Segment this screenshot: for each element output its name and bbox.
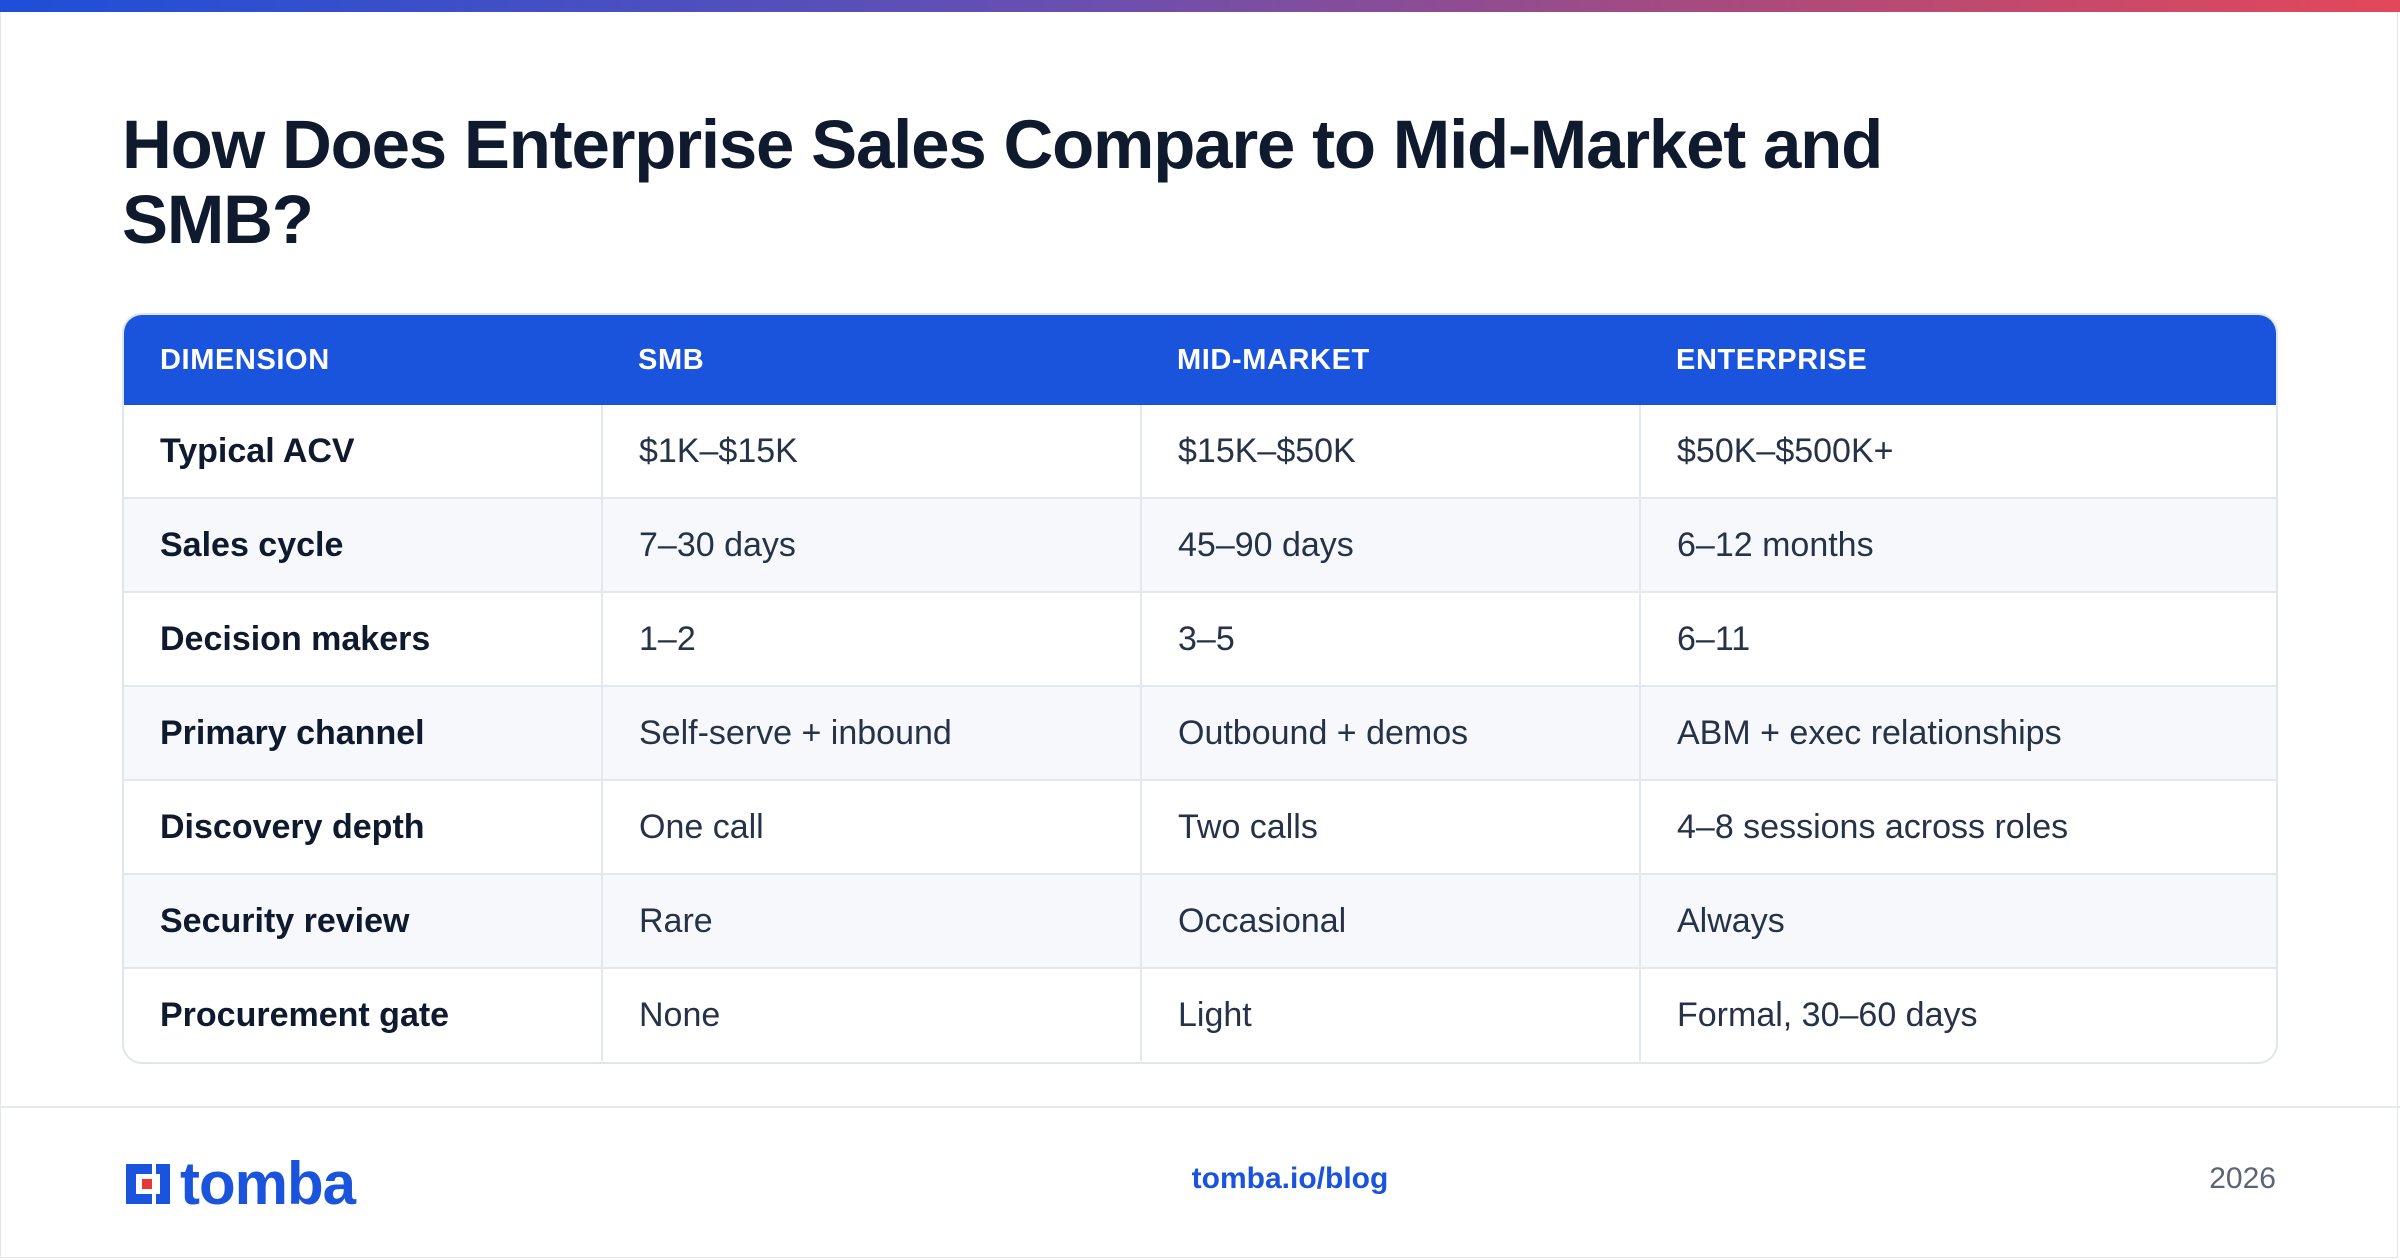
row-label: Primary channel [124,685,602,780]
table-row: Primary channel Self-serve + inbound Out… [124,685,2276,780]
tomba-logo[interactable]: tomba [122,1150,356,1217]
row-label: Procurement gate [124,967,602,1061]
footer-divider [0,1106,2400,1108]
page-title: How Does Enterprise Sales Compare to Mid… [122,106,1883,258]
table-header-row: DIMENSION SMB MID-MARKET ENTERPRISE [124,315,2276,405]
smb-cell: Self-serve + inbound [601,685,1141,780]
logo-wordmark: tomba [180,1150,356,1217]
enterprise-cell: 6–11 [1639,591,2276,686]
table-row: Discovery depth One call Two calls 4–8 s… [124,779,2276,874]
table-row: Typical ACV $1K–$15K $15K–$50K $50K–$500… [124,405,2276,498]
smb-cell: 7–30 days [601,497,1141,592]
enterprise-cell: $50K–$500K+ [1639,405,2276,498]
header-mid-market: MID-MARKET [1141,315,1640,405]
mid-market-cell: 45–90 days [1140,497,1640,592]
mid-market-cell: Two calls [1140,779,1640,874]
blog-link[interactable]: tomba.io/blog [1191,1162,1389,1195]
smb-cell: Rare [601,873,1141,968]
mid-market-cell: Light [1140,967,1640,1061]
mid-market-cell: Occasional [1140,873,1640,968]
row-label: Discovery depth [124,779,602,874]
enterprise-cell: Always [1639,873,2276,968]
smb-cell: $1K–$15K [601,405,1141,498]
header-enterprise: ENTERPRISE [1640,315,2276,405]
header-smb: SMB [602,315,1141,405]
header-dimension: DIMENSION [124,315,602,405]
row-label: Sales cycle [124,497,602,592]
comparison-table: DIMENSION SMB MID-MARKET ENTERPRISE Typi… [122,313,2278,1064]
enterprise-cell: ABM + exec relationships [1639,685,2276,780]
enterprise-cell: Formal, 30–60 days [1639,967,2276,1061]
table-row: Procurement gate None Light Formal, 30–6… [124,967,2276,1061]
footer-year: 2026 [2209,1162,2276,1195]
table-row: Security review Rare Occasional Always [124,873,2276,968]
table-row: Decision makers 1–2 3–5 6–11 [124,591,2276,686]
mid-market-cell: 3–5 [1140,591,1640,686]
enterprise-cell: 4–8 sessions across roles [1639,779,2276,874]
row-label: Security review [124,873,602,968]
smb-cell: None [601,967,1141,1061]
table-row: Sales cycle 7–30 days 45–90 days 6–12 mo… [124,497,2276,592]
mid-market-cell: $15K–$50K [1140,405,1640,498]
mid-market-cell: Outbound + demos [1140,685,1640,780]
smb-cell: One call [601,779,1141,874]
row-label: Typical ACV [160,431,355,470]
tomba-logo-icon [126,1164,170,1204]
smb-cell: 1–2 [601,591,1141,686]
enterprise-cell: 6–12 months [1639,497,2276,592]
gradient-accent-bar [0,0,2400,12]
row-label: Decision makers [124,591,602,686]
